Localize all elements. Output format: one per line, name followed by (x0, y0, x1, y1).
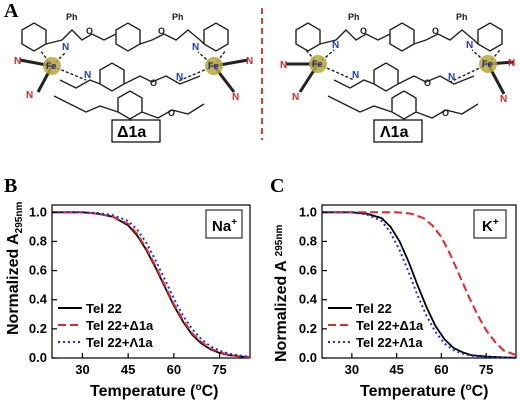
x-tick-label: 45 (121, 362, 135, 377)
y-axis-label-text: Normalized A295nm (273, 225, 290, 362)
n-label-red: N (500, 94, 507, 105)
chart-panel-c: 30 45 60 75 0.0 0.2 0.4 0.6 0.8 1.0 Normalized A2… (273, 204, 517, 400)
legend: Tel 22 Tel 22+Δ1a Tel 22+Λ1a (328, 301, 424, 350)
legend-label: Tel 22 (356, 301, 392, 316)
fe-label: Fe (46, 61, 57, 71)
n-label-blue: N (466, 40, 473, 51)
legend: Tel 22 Tel 22+Δ1a Tel 22+Λ1a (58, 301, 154, 350)
legend-label: Tel 22+Δ1a (86, 318, 154, 333)
legend-label: Tel 22+Λ1a (86, 335, 153, 350)
series-line-1 (322, 211, 517, 357)
n-label-red: N (26, 90, 33, 101)
n-label-blue: N (62, 42, 69, 53)
o-label: O (168, 108, 175, 118)
x-tick-label: 75 (479, 362, 493, 377)
ph-label: Ph (348, 12, 360, 22)
molecule-label-box-lambda (373, 119, 423, 143)
y-tick-label: 0.4 (29, 292, 48, 307)
n-label-red: N (508, 58, 515, 69)
series-group (52, 211, 251, 359)
series-line-1 (52, 211, 251, 359)
ph-label: Ph (172, 12, 184, 22)
molecule-lambda-structure: Fe Fe Ph Ph O O O O N N N N N N N N Λ1a (280, 12, 515, 143)
ion-badge (205, 209, 243, 239)
series-group (322, 211, 517, 359)
o-label: O (86, 26, 93, 36)
plot-frame (51, 204, 251, 359)
panel-letter-b: B (4, 175, 17, 197)
legend-label: Tel 22 (86, 301, 122, 316)
ph-label: Ph (66, 12, 78, 22)
plot-area (51, 204, 251, 359)
y-tick-label: 0.0 (29, 350, 47, 365)
y-tick-label: 0.4 (299, 292, 318, 307)
molecule-label-box-delta (111, 119, 161, 143)
n-label-red: N (246, 56, 253, 67)
x-axis-label: Temperature (oC) (90, 382, 219, 400)
chart-panel-b: 30 45 60 75 0.0 0.2 0.4 0.6 0.8 1.0 Normalized A2… (5, 202, 251, 400)
n-label-blue: N (352, 70, 359, 81)
fe-label: Fe (208, 61, 219, 71)
molecule-label-lambda: Λ1a (380, 124, 409, 141)
series-line-2 (322, 211, 517, 359)
o-label: O (360, 26, 367, 36)
y-axis-label: Normalized A295nm (5, 202, 25, 335)
fe-atom-left-2 (205, 57, 223, 75)
n-label-red: N (14, 56, 21, 67)
tick-group: 30 45 60 75 0.0 0.2 0.4 0.6 0.8 1.0 (29, 204, 227, 377)
y-tick-label: 0.6 (29, 263, 47, 278)
molecule-delta-structure: Fe Fe Ph Ph O O O O N N N N N N N N Δ1a (14, 12, 253, 143)
ion-badge-label: Na+ (212, 217, 237, 235)
ion-badge-label: K+ (482, 217, 499, 235)
y-axis-label-text: Normalized A295nm (5, 202, 25, 335)
y-tick-label: 0.8 (29, 233, 47, 248)
n-label-red: N (280, 60, 287, 71)
y-tick-label: 0.2 (29, 321, 47, 336)
o-label: O (424, 78, 431, 88)
series-line-0 (322, 211, 517, 359)
n-label-red: N (292, 92, 299, 103)
legend-label: Tel 22+Λ1a (356, 335, 423, 350)
o-label: O (150, 78, 157, 88)
x-tick-label: 30 (345, 362, 359, 377)
o-label: O (158, 26, 165, 36)
n-label-red: N (232, 92, 239, 103)
tick-group: 30 45 60 75 0.0 0.2 0.4 0.6 0.8 1.0 (299, 204, 493, 377)
x-axis-label: Temperature (oC) (360, 382, 489, 400)
n-label-blue: N (84, 70, 91, 81)
molecule-label-delta: Δ1a (117, 124, 146, 141)
legend-label: Tel 22+Δ1a (356, 318, 424, 333)
y-tick-label: 0.8 (299, 233, 317, 248)
y-tick-label: 0.2 (299, 321, 317, 336)
ion-badge (473, 209, 507, 239)
panel-letter-c: C (270, 175, 284, 197)
x-tick-label: 30 (75, 362, 89, 377)
n-label-blue: N (192, 42, 199, 53)
o-label: O (442, 108, 449, 118)
fe-atom-left-1 (43, 57, 61, 75)
y-axis-label: Normalized A295nm (273, 225, 290, 362)
y-tick-label: 1.0 (299, 204, 317, 219)
x-tick-label: 60 (434, 362, 448, 377)
fe-atom-right-1 (309, 55, 327, 73)
x-tick-label: 60 (167, 362, 181, 377)
x-tick-label: 45 (389, 362, 403, 377)
n-label-blue: N (332, 40, 339, 51)
y-tick-label: 0.0 (299, 350, 317, 365)
fe-atom-right-2 (479, 55, 497, 73)
plot-frame (321, 204, 517, 359)
fe-label: Fe (482, 59, 493, 69)
panel-letter-a: A (4, 0, 19, 22)
series-line-2 (52, 211, 251, 358)
n-label-blue: N (448, 72, 455, 83)
y-tick-label: 0.6 (299, 263, 317, 278)
fe-label: Fe (312, 59, 323, 69)
ph-label: Ph (456, 12, 468, 22)
plot-area (321, 204, 517, 359)
o-label: O (432, 26, 439, 36)
x-tick-label: 75 (212, 362, 226, 377)
n-label-blue: N (176, 72, 183, 83)
y-tick-label: 1.0 (29, 204, 47, 219)
